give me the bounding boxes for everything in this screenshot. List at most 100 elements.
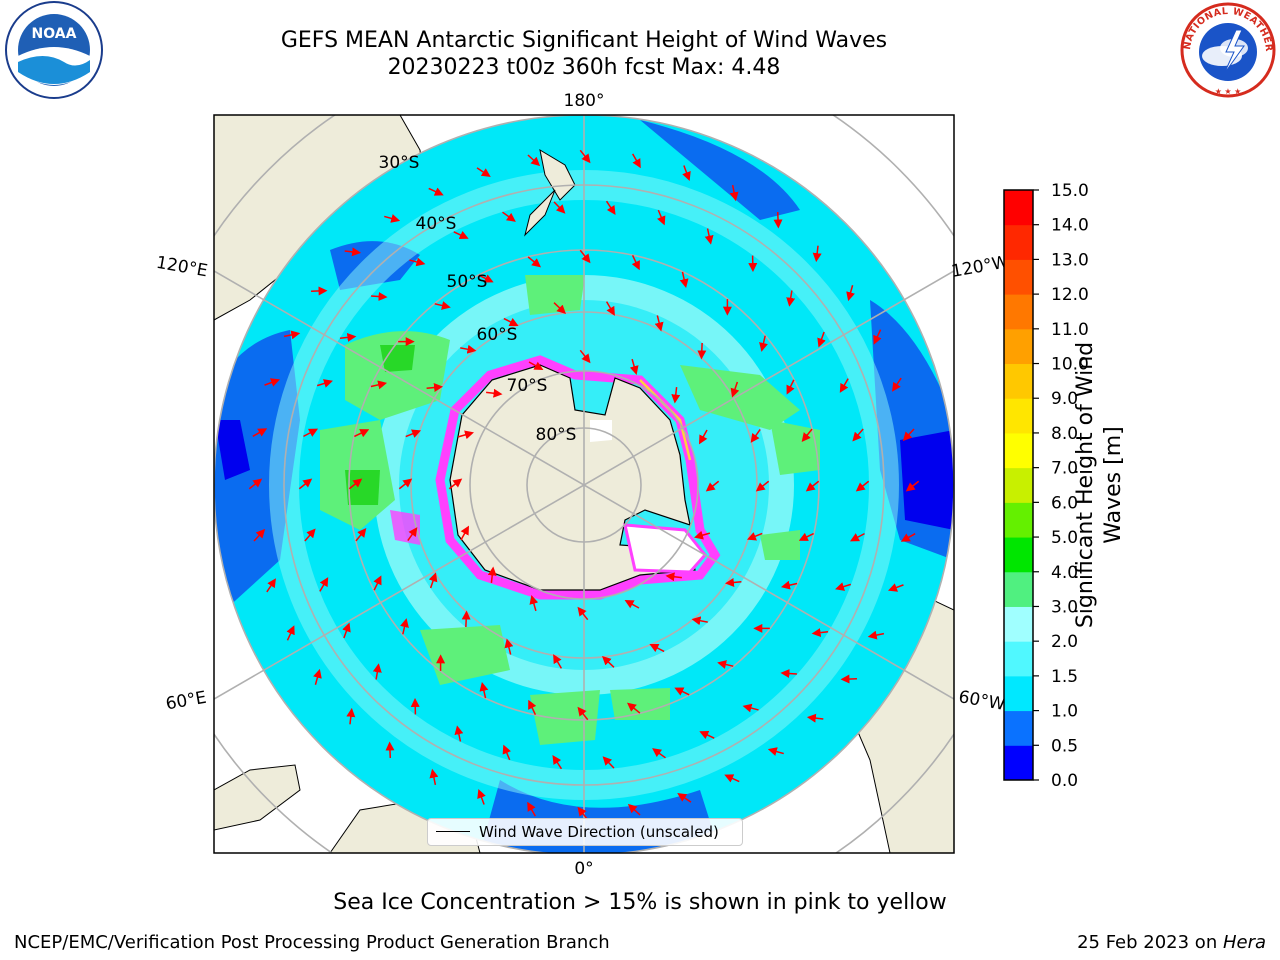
wind-wave-arrow	[780, 580, 798, 590]
wind-wave-arrow	[502, 744, 511, 761]
colorbar-title-line-1: Significant Height of Wind	[1073, 341, 1098, 629]
wind-wave-arrow	[755, 480, 770, 492]
wind-wave-arrow	[303, 428, 319, 438]
wind-wave-arrow	[867, 630, 885, 640]
wind-wave-arrow	[786, 379, 795, 395]
wind-wave-arrow	[759, 335, 768, 352]
wind-wave-arrow	[705, 480, 720, 492]
wind-wave-arrow	[654, 315, 664, 332]
colorbar-tick-label: 2.0	[1051, 632, 1078, 652]
wind-wave-arrow	[855, 480, 870, 492]
colorbar-tick-label: 14.0	[1051, 216, 1089, 236]
nws-logo: NATIONAL WEATHER SERVICE ★ ★ ★	[1176, 0, 1276, 98]
svg-text:★ ★ ★: ★ ★ ★	[1215, 87, 1242, 96]
colorbar-segment	[1004, 224, 1033, 260]
wind-wave-arrow	[652, 748, 666, 759]
wind-wave-arrow	[631, 255, 640, 271]
wind-wave-arrow	[627, 803, 641, 816]
footer-date: 25 Feb 2023 on Hera	[1077, 932, 1266, 953]
wind-wave-arrow	[577, 706, 589, 721]
wind-wave-arrow	[553, 302, 567, 315]
wind-wave-arrow	[773, 211, 783, 229]
wind-wave-arrows	[248, 149, 920, 821]
colorbar-tick-label: 15.0	[1051, 181, 1089, 201]
wind-wave-arrow	[310, 286, 328, 296]
wind-wave-arrow	[283, 330, 301, 340]
wind-wave-arrow	[384, 214, 401, 223]
wind-wave-arrow	[528, 361, 544, 370]
wind-wave-arrow	[682, 165, 691, 181]
wind-wave-arrow	[428, 187, 444, 196]
wind-wave-arrow	[657, 209, 666, 226]
lon-label-120w: 120°W	[950, 252, 1011, 282]
wind-wave-arrow	[400, 618, 409, 635]
wind-wave-arrow	[905, 480, 920, 492]
wind-wave-arrow	[478, 274, 494, 283]
wind-wave-arrow	[629, 358, 639, 375]
wind-wave-arrow	[476, 167, 491, 177]
lat-label-30s: 30°S	[379, 153, 420, 173]
wind-wave-arrow	[252, 428, 268, 437]
wind-wave-arrow	[528, 699, 537, 715]
lon-label-120e: 120°E	[155, 253, 209, 282]
wind-wave-arrow	[460, 344, 477, 354]
wind-wave-arrow	[248, 478, 263, 490]
lon-label-60e: 60°E	[164, 688, 208, 715]
wind-wave-arrow	[697, 342, 707, 360]
wind-wave-arrow	[477, 789, 486, 805]
wind-wave-arrow	[674, 687, 690, 696]
colorbar-segment	[1004, 259, 1033, 295]
sea-ice-edge	[435, 355, 721, 600]
wind-wave-arrow	[286, 625, 295, 641]
wind-wave-arrow	[354, 429, 370, 438]
wind-wave-arrow	[812, 245, 822, 263]
colorbar-tick-label: 3.0	[1051, 597, 1078, 617]
wind-wave-arrow	[902, 428, 915, 442]
wind-wave-arrow	[529, 595, 539, 612]
colorbar-tick-label: 0.0	[1051, 771, 1078, 791]
footer-machine: Hera	[1222, 932, 1266, 953]
wind-wave-arrow	[372, 663, 382, 680]
lon-label-0: 0°	[574, 859, 593, 879]
wind-wave-arrow	[339, 332, 357, 342]
wind-wave-arrow	[730, 381, 740, 398]
map-legend: Wind Wave Direction (unscaled)	[427, 818, 743, 846]
wind-wave-arrow	[426, 383, 444, 393]
wind-wave-arrow	[342, 622, 351, 639]
wind-wave-arrow	[767, 747, 784, 756]
colorbar-segment	[1004, 571, 1033, 607]
title-line-2: 20230223 t00z 360h fcst Max: 4.48	[387, 55, 781, 80]
lat-label-40s: 40°S	[416, 214, 457, 234]
colorbar-segment	[1004, 710, 1033, 746]
colorbar-tick-label: 13.0	[1051, 250, 1089, 270]
wind-wave-arrow	[717, 660, 734, 669]
wind-wave-arrow	[398, 478, 413, 490]
wind-wave-arrow	[346, 707, 356, 725]
wind-wave-arrow	[405, 429, 422, 438]
colorbar-segment	[1004, 294, 1033, 330]
wind-wave-arrow	[704, 228, 714, 245]
wind-wave-arrow	[798, 532, 814, 541]
wind-wave-arrow	[724, 774, 740, 783]
svg-text:NOAA: NOAA	[32, 26, 77, 42]
wind-wave-arrow	[806, 713, 824, 723]
wind-wave-arrow	[453, 230, 469, 240]
wind-wave-arrow	[577, 606, 589, 621]
wind-wave-arrow	[298, 478, 313, 490]
wind-wave-arrow	[840, 674, 858, 684]
wind-wave-arrow	[601, 655, 615, 668]
wind-wave-arrow	[370, 380, 388, 390]
wind-wave-arrow	[780, 669, 797, 679]
wind-wave-arrow	[605, 200, 616, 215]
chart-title: GEFS MEAN Antarctic Significant Height o…	[0, 27, 1168, 81]
wind-wave-arrow	[835, 582, 852, 591]
wind-wave-arrow	[319, 577, 329, 592]
lat-label-70s: 70°S	[507, 376, 548, 396]
colorbar-tick-label: 5.0	[1051, 528, 1078, 548]
wind-wave-arrow	[852, 428, 864, 442]
wind-wave-arrow	[253, 528, 266, 542]
colorbar-segment	[1004, 606, 1033, 642]
wind-wave-arrow	[694, 530, 711, 540]
wind-wave-arrow	[457, 430, 474, 440]
wind-wave-arrow	[817, 331, 826, 348]
